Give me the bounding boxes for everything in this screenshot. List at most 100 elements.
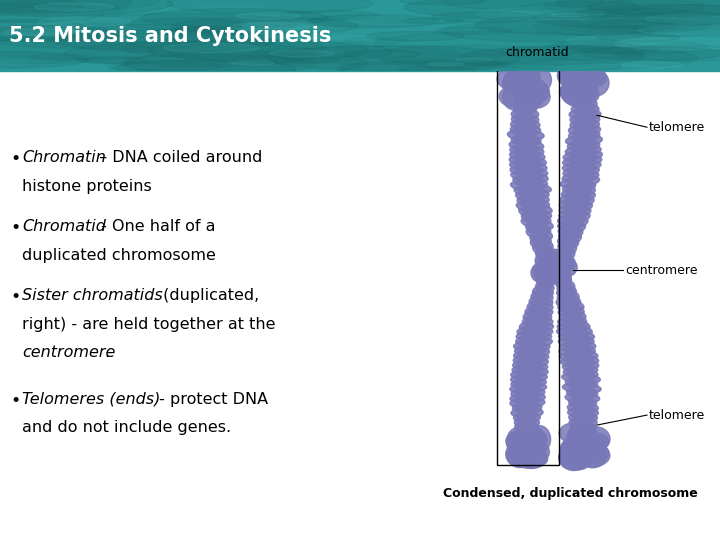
Ellipse shape xyxy=(514,81,539,102)
Ellipse shape xyxy=(559,197,594,209)
Ellipse shape xyxy=(523,442,549,462)
Ellipse shape xyxy=(578,435,605,456)
Ellipse shape xyxy=(533,284,554,296)
Circle shape xyxy=(270,50,335,57)
Ellipse shape xyxy=(506,431,532,451)
Circle shape xyxy=(0,39,158,63)
Ellipse shape xyxy=(540,259,554,271)
Circle shape xyxy=(567,44,659,53)
Circle shape xyxy=(553,64,664,75)
Ellipse shape xyxy=(536,248,553,261)
Ellipse shape xyxy=(511,114,539,125)
Circle shape xyxy=(588,13,720,30)
Circle shape xyxy=(78,57,147,64)
Ellipse shape xyxy=(511,388,545,399)
Circle shape xyxy=(345,38,408,44)
Ellipse shape xyxy=(514,417,539,428)
Ellipse shape xyxy=(543,249,564,269)
Ellipse shape xyxy=(517,323,554,335)
Ellipse shape xyxy=(557,323,593,335)
Ellipse shape xyxy=(568,426,593,447)
Circle shape xyxy=(126,18,246,30)
Circle shape xyxy=(577,17,654,25)
Circle shape xyxy=(0,28,76,42)
Circle shape xyxy=(500,45,646,59)
Ellipse shape xyxy=(569,109,601,120)
Ellipse shape xyxy=(564,71,591,94)
Circle shape xyxy=(583,46,720,60)
Ellipse shape xyxy=(575,432,592,443)
Circle shape xyxy=(122,64,161,68)
Circle shape xyxy=(442,0,603,10)
Ellipse shape xyxy=(535,252,556,269)
Ellipse shape xyxy=(514,93,536,104)
Ellipse shape xyxy=(545,260,567,275)
Text: Chromatid: Chromatid xyxy=(22,219,106,234)
Ellipse shape xyxy=(568,66,600,86)
Ellipse shape xyxy=(547,260,564,279)
Text: and do not include genes.: and do not include genes. xyxy=(22,420,231,435)
Ellipse shape xyxy=(537,254,554,266)
Ellipse shape xyxy=(567,140,600,151)
Ellipse shape xyxy=(524,66,552,93)
Ellipse shape xyxy=(569,412,598,423)
Circle shape xyxy=(308,15,439,28)
Circle shape xyxy=(50,21,86,24)
Ellipse shape xyxy=(517,83,533,94)
Ellipse shape xyxy=(559,333,594,345)
Ellipse shape xyxy=(523,308,553,321)
Ellipse shape xyxy=(510,368,548,379)
Circle shape xyxy=(53,30,275,52)
Ellipse shape xyxy=(540,269,554,281)
Ellipse shape xyxy=(559,446,588,470)
Ellipse shape xyxy=(566,430,596,455)
Ellipse shape xyxy=(569,427,600,453)
Circle shape xyxy=(172,17,357,36)
Circle shape xyxy=(231,61,274,65)
Ellipse shape xyxy=(497,68,527,90)
Ellipse shape xyxy=(581,70,609,96)
Circle shape xyxy=(107,60,222,71)
Circle shape xyxy=(402,18,464,24)
Ellipse shape xyxy=(515,422,539,433)
Ellipse shape xyxy=(536,279,554,291)
Ellipse shape xyxy=(518,82,546,106)
Circle shape xyxy=(341,61,492,76)
Ellipse shape xyxy=(563,368,598,379)
Ellipse shape xyxy=(515,343,550,355)
Ellipse shape xyxy=(569,83,597,105)
Ellipse shape xyxy=(516,446,547,469)
Ellipse shape xyxy=(510,397,545,408)
Ellipse shape xyxy=(570,69,600,94)
Ellipse shape xyxy=(565,134,603,146)
Ellipse shape xyxy=(510,165,548,178)
Text: Sister chromatids: Sister chromatids xyxy=(22,288,163,303)
Ellipse shape xyxy=(576,444,610,467)
Circle shape xyxy=(168,41,392,63)
Circle shape xyxy=(4,6,126,18)
Circle shape xyxy=(55,33,120,39)
Ellipse shape xyxy=(526,227,552,240)
Ellipse shape xyxy=(558,222,585,235)
Ellipse shape xyxy=(557,284,577,296)
Ellipse shape xyxy=(559,447,584,467)
Ellipse shape xyxy=(556,299,584,310)
Ellipse shape xyxy=(507,444,533,468)
Ellipse shape xyxy=(534,262,553,281)
Circle shape xyxy=(598,33,680,42)
Ellipse shape xyxy=(562,382,601,394)
Circle shape xyxy=(108,60,296,79)
Ellipse shape xyxy=(517,86,543,110)
Circle shape xyxy=(197,4,264,11)
Ellipse shape xyxy=(510,393,545,403)
Ellipse shape xyxy=(552,270,572,287)
Ellipse shape xyxy=(510,443,542,463)
Ellipse shape xyxy=(519,318,553,330)
Ellipse shape xyxy=(563,436,590,458)
Ellipse shape xyxy=(565,393,600,403)
Ellipse shape xyxy=(571,103,599,115)
Ellipse shape xyxy=(534,260,554,280)
Ellipse shape xyxy=(512,65,540,88)
Circle shape xyxy=(574,40,708,54)
Ellipse shape xyxy=(530,233,551,245)
